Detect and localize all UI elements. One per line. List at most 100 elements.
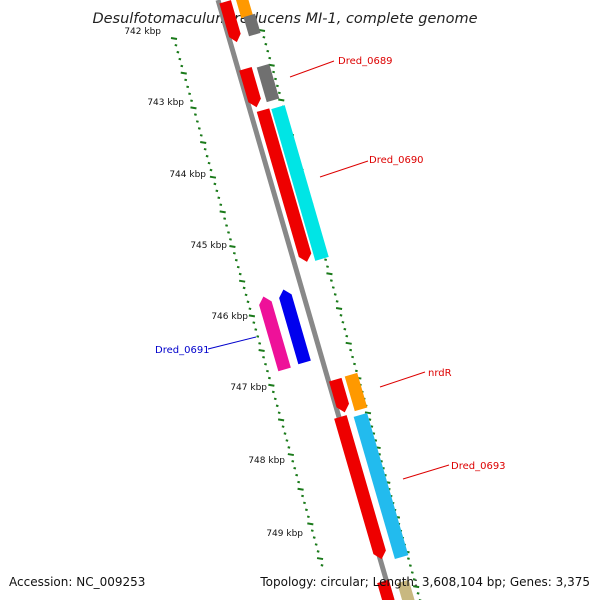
scale-left-tick: [213, 182, 217, 186]
gene-bottom-red[interactable]: [377, 579, 395, 600]
gene-sky-dred-0693-shape[interactable]: [353, 412, 409, 560]
scale-left-tick: [186, 85, 190, 89]
scale-left-tick: [271, 390, 275, 394]
scale-left-tick: [180, 64, 184, 68]
scale-left-tick: [307, 522, 314, 526]
gene-red-long-2-shape[interactable]: [334, 415, 388, 561]
scale-right-tick: [341, 320, 345, 324]
gene-label-nrdr[interactable]: nrdR: [428, 368, 452, 379]
scale-right-tick: [268, 63, 275, 67]
gene-top-orange-shape[interactable]: [235, 0, 253, 19]
tick-label-742: 742 kbp: [124, 27, 161, 37]
gene-cyan-dred-0690-shape[interactable]: [271, 105, 329, 261]
scale-left-tick: [306, 515, 310, 519]
scale-left-tick: [215, 189, 219, 193]
gene-red-small-1[interactable]: [239, 66, 263, 109]
scale-left-tick: [295, 473, 299, 477]
scale-right-tick: [335, 307, 343, 311]
scale-right-tick: [410, 571, 414, 574]
gene-bottom-khaki-shape[interactable]: [397, 579, 415, 600]
scale-left-tick: [248, 314, 256, 318]
accession-text: Accession: NC_009253: [9, 575, 145, 589]
gene-blue-dred-0691[interactable]: [277, 288, 311, 365]
gene-bottom-red-shape[interactable]: [377, 579, 395, 600]
scale-left-tick: [264, 362, 267, 366]
gene-sky-dred-0693[interactable]: [353, 412, 409, 560]
scale-left-tick: [205, 154, 209, 158]
scale-left-tick: [190, 99, 193, 102]
gene-orange-nrdr[interactable]: [344, 372, 368, 412]
gene-cyan-dred-0690[interactable]: [271, 105, 329, 261]
scale-left-tick: [254, 328, 258, 331]
scale-left-tick: [217, 196, 221, 200]
gene-label-dred-0691[interactable]: Dred_0691: [155, 345, 210, 356]
scale-right-tick: [412, 585, 420, 589]
gene-label-dred-0689[interactable]: Dred_0689: [338, 56, 393, 67]
gene-red-long-1-shape[interactable]: [256, 108, 313, 263]
scale-left-tick: [277, 418, 285, 422]
scale-left-tick: [267, 376, 271, 380]
scale-left-tick: [275, 404, 279, 408]
scale-left-tick: [199, 134, 203, 137]
gene-top-gray[interactable]: [243, 13, 261, 37]
scale-right-tick: [266, 49, 270, 53]
scale-left-tick: [316, 557, 324, 561]
scale-right-tick: [368, 418, 372, 421]
gene-blue-dred-0691-shape[interactable]: [277, 288, 311, 365]
gene-top-red-shape[interactable]: [219, 0, 242, 44]
scale-left-tick: [207, 161, 211, 165]
gene-orange-nrdr-shape[interactable]: [344, 372, 368, 412]
scale-left-tick: [285, 439, 289, 442]
scale-left-tick: [229, 238, 232, 241]
scale-right-tick: [268, 56, 272, 60]
scale-left-tick: [266, 369, 269, 373]
gene-red-small-1-shape[interactable]: [239, 66, 263, 109]
leader-dred-0693: [402, 464, 450, 480]
tick-label-747: 747 kbp: [230, 383, 267, 393]
gene-gray-dred-0689-shape[interactable]: [256, 63, 280, 103]
scale-left-tick: [310, 529, 314, 532]
scale-left-tick: [246, 300, 250, 304]
gene-red-small-2-shape[interactable]: [329, 377, 351, 414]
gene-top-orange[interactable]: [235, 0, 253, 19]
gene-red-long-2[interactable]: [334, 415, 388, 561]
scale-left-tick: [312, 536, 316, 539]
scale-left-tick: [193, 113, 197, 116]
scale-right-tick: [343, 327, 347, 331]
scale-right-tick: [412, 578, 416, 581]
gene-bottom-khaki[interactable]: [397, 579, 415, 600]
scale-right-tick: [274, 77, 277, 81]
gene-top-gray-shape[interactable]: [243, 13, 261, 37]
tick-label-749: 749 kbp: [266, 529, 303, 539]
scale-ruler-left: [170, 37, 324, 567]
gene-red-long-1[interactable]: [256, 108, 313, 263]
leader-dred-0689: [289, 60, 335, 78]
scale-right-tick: [275, 84, 279, 88]
scale-left-tick: [238, 272, 242, 276]
scale-left-tick: [248, 307, 252, 311]
leader-nrdr: [379, 371, 426, 388]
scale-left-tick: [287, 446, 291, 449]
gene-gray-dred-0689[interactable]: [256, 63, 280, 103]
scale-left-tick: [236, 265, 240, 269]
gene-track: [219, 0, 415, 600]
gene-top-red[interactable]: [219, 0, 242, 44]
scale-right-tick: [335, 300, 339, 303]
scale-left-tick: [283, 432, 287, 435]
scale-left-tick: [234, 258, 238, 262]
gene-red-small-2[interactable]: [329, 377, 351, 414]
gene-label-dred-0690[interactable]: Dred_0690: [369, 155, 424, 166]
gene-label-dred-0693[interactable]: Dred_0693: [451, 461, 506, 472]
scale-right-tick: [258, 29, 266, 32]
gene-magenta-shape[interactable]: [257, 295, 291, 372]
scale-left-tick: [303, 501, 306, 505]
scale-left-tick: [203, 147, 207, 151]
scale-left-tick: [316, 550, 320, 553]
scale-left-tick: [178, 57, 182, 61]
scale-right-tick: [351, 355, 355, 359]
scale-right-tick: [354, 369, 358, 373]
gene-magenta[interactable]: [257, 295, 291, 372]
scale-left-tick: [180, 71, 187, 75]
scale-right-tick: [264, 42, 268, 46]
